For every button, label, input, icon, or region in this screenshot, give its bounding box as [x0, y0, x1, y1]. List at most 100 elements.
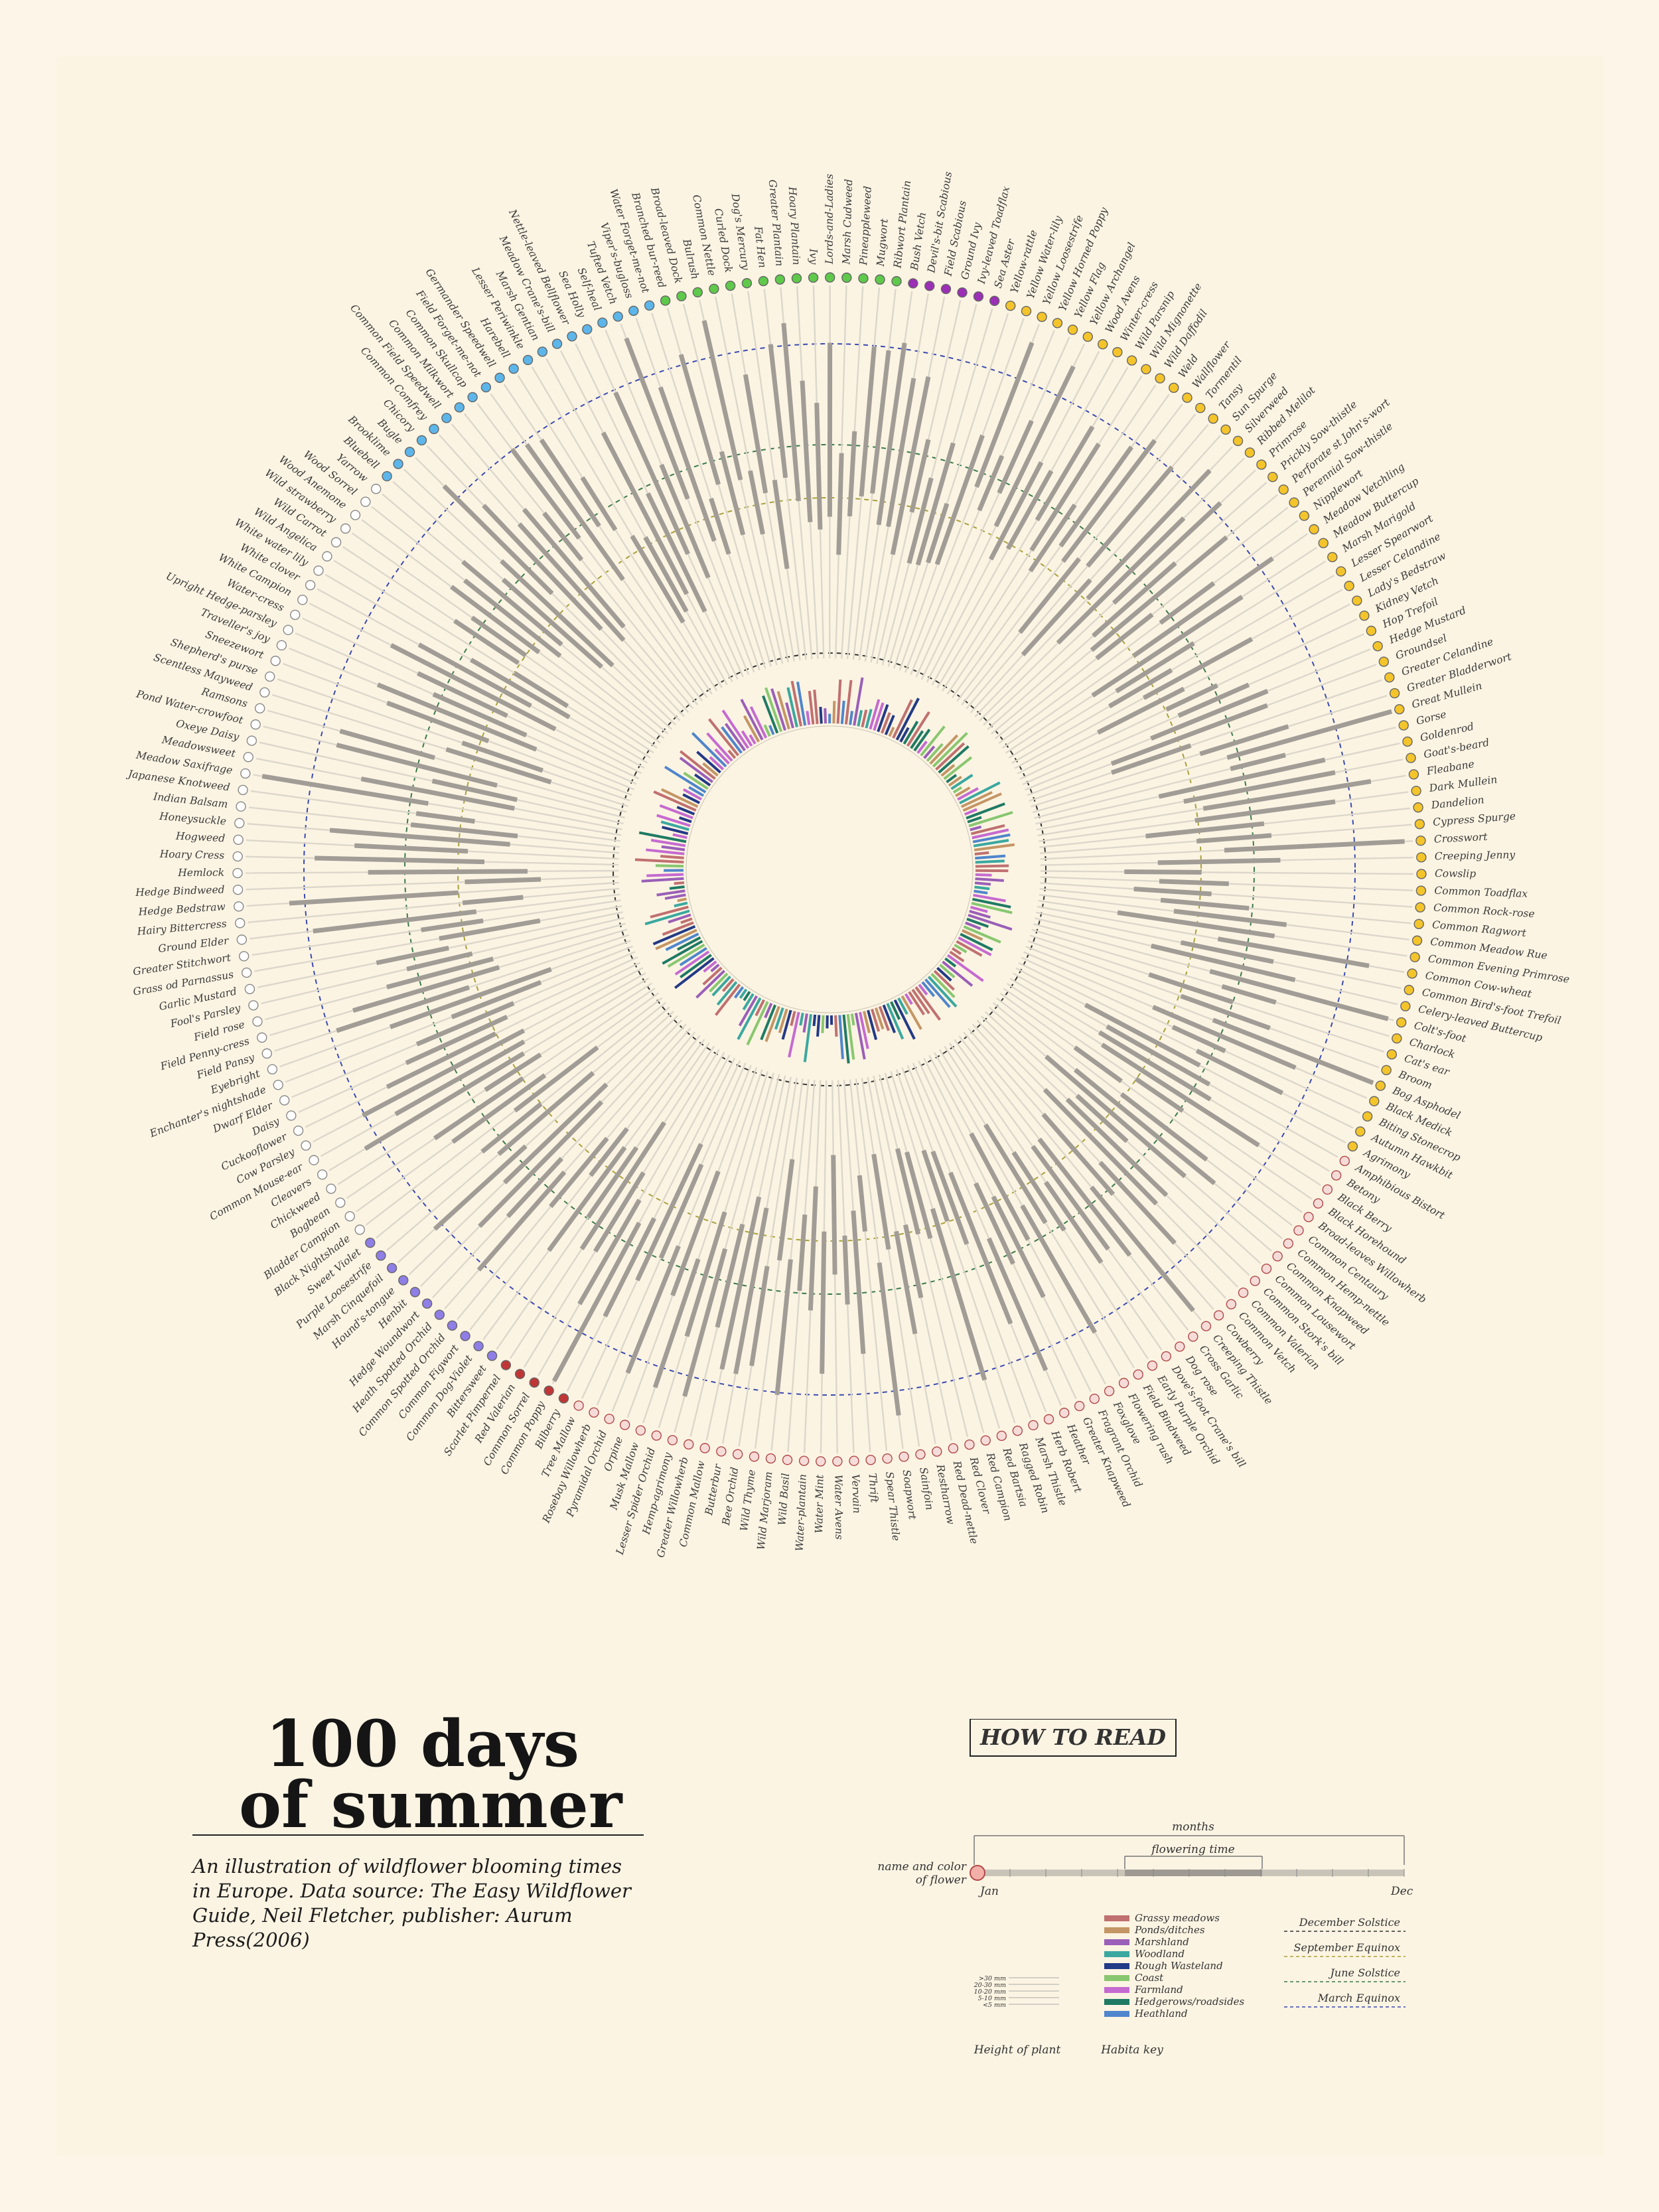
flowering-bar — [701, 320, 743, 480]
flowering-bar — [462, 895, 524, 905]
flower-dot — [765, 1453, 776, 1464]
habitat-label: Farmland — [1134, 1984, 1183, 1996]
flowering-bar — [890, 376, 931, 555]
height-bar — [968, 811, 1013, 828]
height-bar — [964, 808, 977, 816]
flowering-bar — [289, 890, 459, 906]
flower-dot — [1238, 1288, 1249, 1298]
height-bar — [854, 1012, 866, 1060]
flower-dot — [932, 1446, 942, 1457]
flower-dot — [273, 1079, 283, 1090]
flowering-bar — [589, 1127, 629, 1177]
height-bar — [764, 1003, 773, 1019]
flower-dot — [924, 281, 935, 291]
height-bar — [786, 687, 798, 727]
flowering-bar — [1045, 1055, 1187, 1179]
flowering-bar — [903, 1224, 924, 1299]
flower-name: Hoary Plantain — [786, 186, 803, 265]
solstice-ring — [457, 497, 1202, 1242]
flowering-bar — [580, 476, 618, 532]
height-bar — [867, 1009, 878, 1041]
flower-name: Bulrush — [680, 238, 701, 281]
flower-dot — [1411, 785, 1421, 796]
flower-name: Honeysuckle — [159, 810, 227, 828]
flower-dot — [1411, 935, 1423, 946]
height-level-label: 10-20 mm — [974, 1988, 1006, 1996]
flower-dot — [716, 1446, 727, 1457]
height-bar — [949, 950, 965, 962]
example-flower-dot — [970, 1865, 985, 1881]
flower-dot — [233, 834, 244, 846]
flower-dot — [1169, 382, 1179, 394]
height-bar — [881, 712, 891, 734]
height-bar — [884, 715, 895, 735]
height-bar — [959, 781, 1001, 804]
year-track — [972, 1023, 1227, 1299]
flowering-bar — [776, 1159, 795, 1261]
flowering-bar — [1005, 469, 1054, 550]
flowering-bar — [431, 778, 518, 802]
flower-dot — [236, 801, 246, 812]
flowering-bar — [478, 1100, 604, 1228]
flowering-bar — [930, 1150, 970, 1245]
flowering-bar — [1043, 1088, 1159, 1206]
flowering-bar — [410, 822, 518, 839]
flowering-bar — [814, 402, 823, 530]
year-track — [1029, 679, 1382, 802]
flower-dot — [1133, 1369, 1143, 1380]
flowering-bar — [1209, 968, 1389, 1021]
height-bar — [974, 843, 1015, 851]
flowering-bar — [1098, 1030, 1212, 1102]
height-bar — [899, 727, 910, 743]
flower-dot — [1318, 538, 1329, 548]
flower-dot — [1118, 1378, 1129, 1388]
flower-dot — [529, 1377, 540, 1388]
habitat-swatch — [1104, 1987, 1129, 1993]
flowering-bar — [1202, 778, 1372, 811]
height-bar — [901, 995, 922, 1030]
flower-dot — [1415, 836, 1426, 846]
flower-name: Dandelion — [1430, 794, 1484, 811]
year-track — [1011, 574, 1334, 764]
height-bar — [975, 859, 1005, 864]
flower-dot — [989, 295, 1000, 307]
flower-dot — [416, 435, 427, 446]
flower-dot — [940, 283, 952, 295]
flower-spoke: Common Knapweed — [939, 964, 1371, 1337]
height-bar — [646, 873, 684, 877]
height-bar — [853, 677, 864, 726]
height-bar — [664, 893, 686, 900]
flower-dot — [301, 1140, 311, 1151]
height-bar — [871, 1008, 881, 1032]
flower-dot — [1396, 1017, 1407, 1028]
height-bar — [975, 877, 1004, 882]
flower-name: Hogweed — [175, 830, 226, 845]
flower-dot — [500, 1360, 512, 1370]
flower-dot — [774, 274, 786, 285]
dec-label: Dec — [1390, 1885, 1413, 1898]
flower-dot — [259, 687, 270, 698]
solstice-label: March Equinox — [1317, 1992, 1400, 2004]
flowering-bar — [1119, 1092, 1208, 1162]
flowering-bar — [1145, 821, 1265, 839]
flowering-bar — [1158, 757, 1326, 799]
flower-dot — [264, 671, 275, 682]
height-bar — [836, 679, 842, 724]
height-bar — [936, 966, 952, 982]
flower-name: Mugwort — [875, 218, 891, 267]
habitat-label: Marshland — [1134, 1936, 1189, 1948]
flower-name: Soapwort — [901, 1469, 918, 1521]
flower-dot — [676, 291, 687, 302]
height-bar — [691, 732, 727, 768]
flower-spoke: Cross Garlic — [918, 984, 1246, 1401]
height-bar — [869, 699, 881, 730]
flower-dot — [1089, 1393, 1100, 1404]
flowering-bar — [510, 447, 581, 540]
flower-dot — [651, 1430, 662, 1441]
height-bar — [781, 1009, 792, 1040]
height-bar — [764, 687, 783, 733]
flowering-bar — [988, 461, 1044, 561]
height-bar — [662, 940, 703, 965]
flowering-bar — [1065, 1097, 1169, 1197]
flower-dot — [644, 300, 655, 311]
